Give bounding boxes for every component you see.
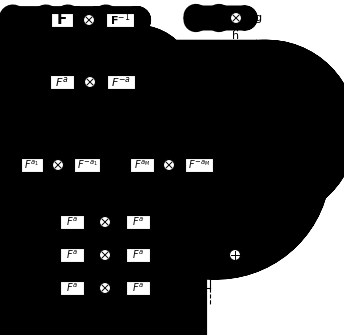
Text: $F^{-a_1}$: $F^{-a_1}$ [77, 159, 97, 171]
Text: $F^a$: $F^a$ [55, 75, 69, 89]
Circle shape [85, 76, 96, 87]
Bar [185, 158, 213, 172]
Text: (a): (a) [28, 43, 44, 53]
Text: $F^{a_1}$: $F^{a_1}$ [24, 159, 40, 171]
Text: Fourier dom.: Fourier dom. [255, 38, 259, 78]
Bar [60, 281, 84, 295]
Circle shape [99, 282, 110, 293]
Text: g: g [255, 13, 261, 23]
Circle shape [163, 159, 174, 171]
Text: F: F [57, 12, 67, 27]
Text: f: f [213, 13, 217, 23]
Text: (f): (f) [12, 311, 24, 321]
Text: $h_M$: $h_M$ [98, 299, 112, 313]
Text: $F^{-a}$: $F^{-a}$ [111, 75, 131, 89]
Text: $\mathbf{F}^{-1}$: $\mathbf{F}^{-1}$ [110, 12, 130, 28]
Text: $h_2$: $h_2$ [99, 266, 111, 280]
Circle shape [229, 250, 240, 261]
Text: g: g [223, 160, 229, 170]
Bar [50, 75, 74, 89]
Bar [106, 13, 134, 27]
Bar [60, 215, 84, 229]
Circle shape [53, 159, 64, 171]
Bar [126, 281, 150, 295]
Bar [21, 158, 43, 172]
Text: g: g [143, 15, 151, 25]
Text: time dom.: time dom. [322, 128, 344, 133]
Text: $F^a$: $F^a$ [132, 282, 144, 294]
Circle shape [99, 250, 110, 261]
Text: $h_M$: $h_M$ [162, 176, 176, 190]
Bar [130, 158, 154, 172]
Text: h: h [86, 95, 94, 105]
Text: $F^a$: $F^a$ [132, 216, 144, 228]
Bar [126, 215, 150, 229]
Text: $F^a$: $F^a$ [66, 249, 78, 261]
Text: (c): (c) [29, 105, 43, 115]
Text: (d): (d) [240, 137, 256, 147]
Text: $F^a$: $F^a$ [66, 216, 78, 228]
Text: (e): (e) [0, 188, 16, 198]
Text: $h_1$: $h_1$ [52, 176, 64, 190]
Text: (b): (b) [202, 41, 218, 51]
Text: f: f [34, 15, 38, 25]
Circle shape [84, 14, 95, 25]
Bar [60, 248, 84, 262]
Text: $F^a$: $F^a$ [132, 249, 144, 261]
Text: g: g [256, 250, 264, 260]
Text: f: f [6, 160, 10, 170]
Text: $\alpha=\frac{a\pi}{2}$: $\alpha=\frac{a\pi}{2}$ [282, 107, 305, 121]
Text: $h_1$: $h_1$ [99, 233, 111, 247]
Text: f: f [16, 250, 20, 260]
Bar [74, 158, 100, 172]
Text: h: h [85, 33, 93, 43]
Bar [51, 13, 73, 27]
Text: f: f [34, 77, 38, 87]
Bar [107, 75, 135, 89]
Text: $F^a$: $F^a$ [66, 282, 78, 294]
Bar [126, 248, 150, 262]
Circle shape [230, 12, 241, 23]
Circle shape [99, 216, 110, 227]
Text: $F^{a_M}$: $F^{a_M}$ [134, 159, 150, 171]
Text: g: g [143, 77, 151, 87]
Text: h: h [233, 31, 239, 41]
Text: $F^{-a_M}$: $F^{-a_M}$ [188, 159, 210, 171]
